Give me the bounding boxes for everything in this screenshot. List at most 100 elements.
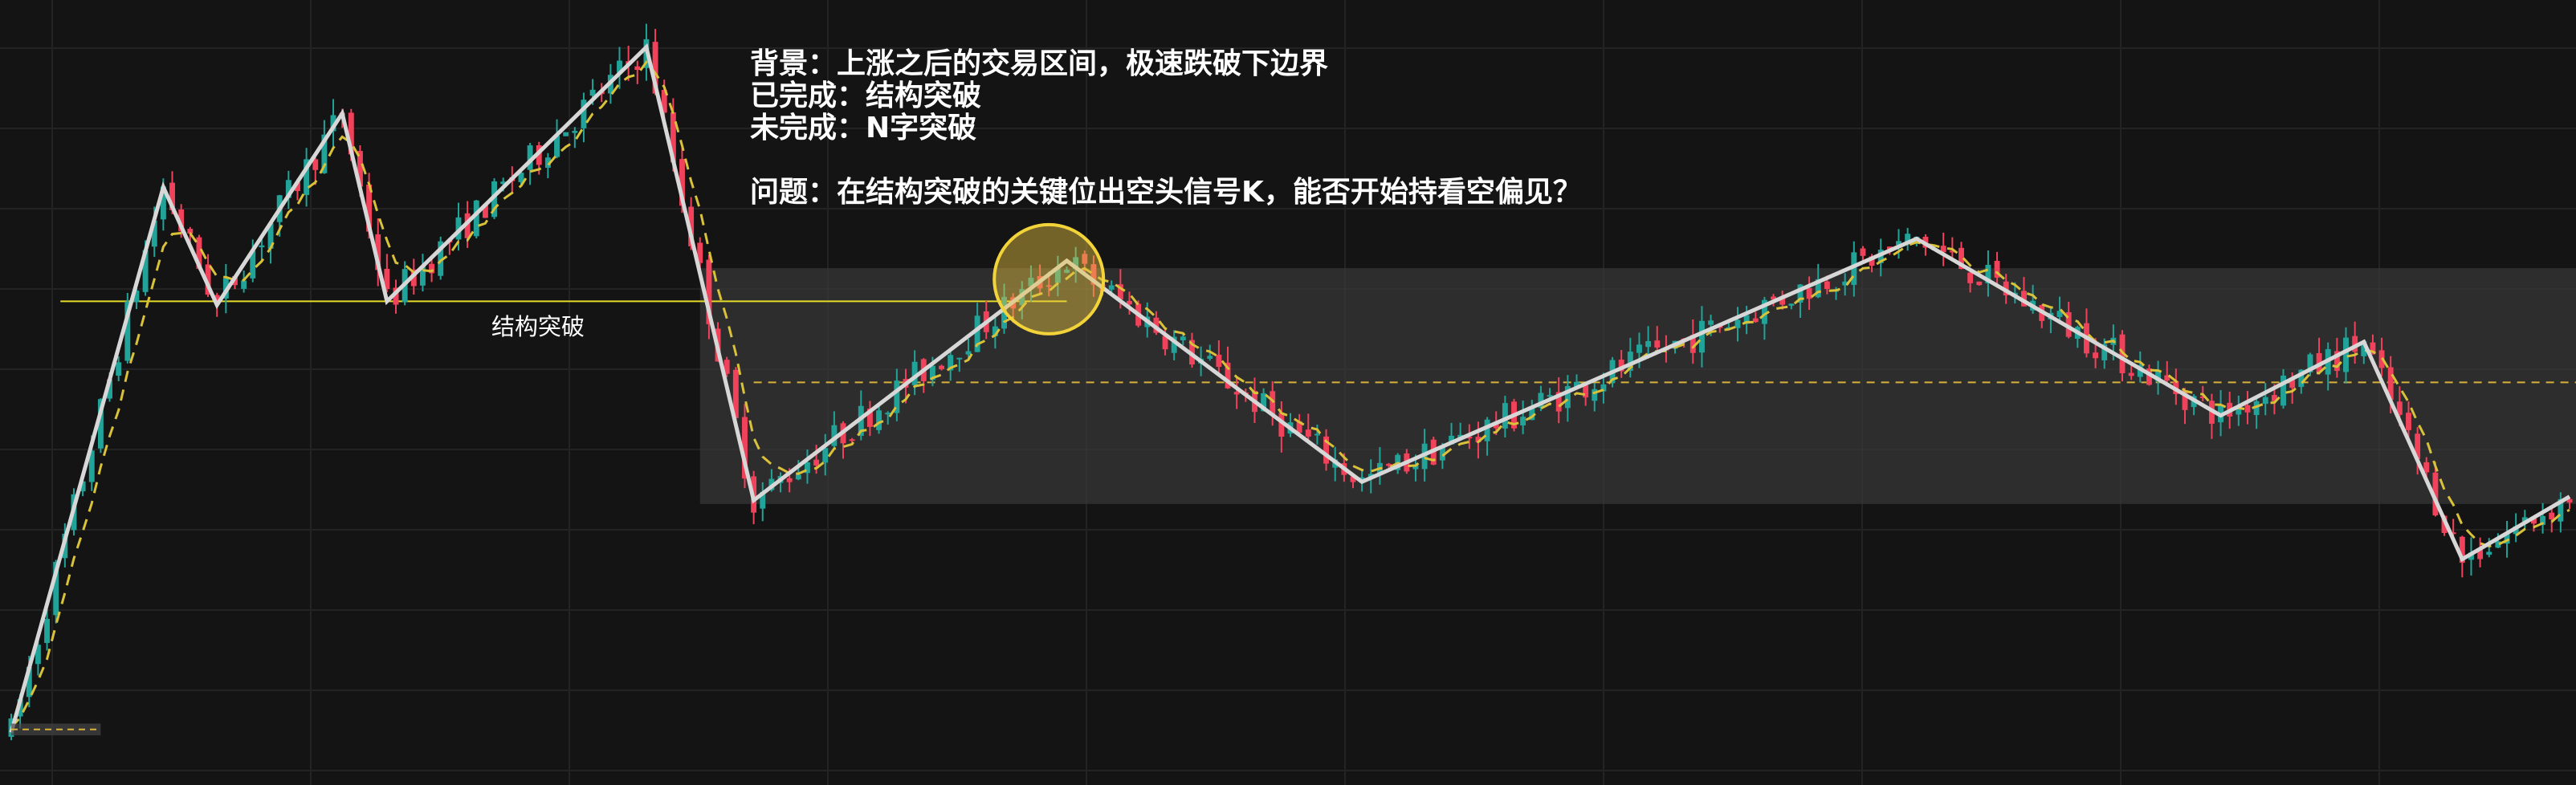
candle-body (866, 409, 873, 427)
candle-body (589, 89, 596, 96)
candle-body (876, 410, 882, 430)
candle (2262, 383, 2268, 416)
candle-body (1824, 281, 1830, 290)
candle (554, 119, 560, 159)
candle-body (1127, 300, 1132, 305)
candle-body (1412, 464, 1419, 470)
candle (1564, 375, 1571, 422)
candle-body (1261, 392, 1267, 412)
candle (419, 254, 426, 292)
candle-body (1278, 413, 1285, 437)
candle-body (250, 250, 256, 279)
candle-body (1171, 336, 1177, 353)
candle (822, 433, 829, 476)
candle-body (1466, 437, 1473, 439)
candle-body (1323, 436, 1330, 464)
candle (285, 170, 291, 209)
candle-body (348, 112, 354, 155)
candle-body (974, 315, 980, 352)
candle-body (1108, 285, 1115, 290)
candle-body (804, 462, 810, 474)
candle-body (652, 42, 658, 94)
candle-body (2333, 351, 2340, 372)
candle-body (2450, 532, 2456, 535)
candle (1547, 388, 1553, 399)
candle (1689, 319, 1696, 364)
candle-body (312, 159, 319, 170)
candle-body (2370, 342, 2376, 355)
candle-body (697, 242, 703, 263)
candle-body (2101, 344, 2108, 360)
candle-body (1994, 261, 2000, 278)
candle (1949, 237, 1955, 258)
candle (804, 449, 810, 484)
candle-body (911, 361, 918, 386)
candle-body (2236, 405, 2242, 415)
candle (375, 218, 381, 287)
candle (384, 254, 390, 293)
candle (572, 127, 578, 148)
candle-body (1842, 281, 1848, 286)
candle-body (1270, 391, 1276, 415)
candle (304, 148, 310, 207)
candle (1806, 276, 1812, 311)
candle (35, 638, 41, 676)
ema-line (10, 59, 2570, 729)
candle-body (88, 450, 95, 482)
candle-body (35, 645, 41, 665)
candle-body (151, 220, 157, 247)
candle-body (786, 478, 793, 482)
candle-body (178, 209, 185, 232)
candle-body (124, 301, 131, 361)
candle (1734, 307, 1741, 342)
candle-body (79, 481, 86, 492)
question-annotation: 背景：上涨之后的交易区间，极速跌破下边界 已完成：结构突破 未完成：N字突破 问… (750, 48, 1582, 209)
candle (1233, 377, 1240, 409)
candle-body (1860, 248, 1866, 256)
candle-body (1045, 285, 1052, 287)
candle-body (1296, 421, 1302, 433)
candle-body (1592, 388, 1598, 401)
candle-body (1627, 352, 1633, 372)
candle (723, 356, 730, 377)
candle-body (267, 223, 274, 249)
candle-body (1117, 284, 1123, 299)
candle-body (2566, 498, 2573, 503)
candle-body (1645, 340, 1652, 348)
candle-body (1761, 299, 1767, 324)
candle-body (2253, 401, 2260, 416)
candle-body (1564, 385, 1571, 409)
candle-body (2406, 413, 2411, 430)
candle-body (760, 491, 766, 509)
candle-body (1985, 264, 1991, 284)
candle-body (1180, 336, 1186, 340)
candle (1171, 330, 1177, 360)
candle (1860, 246, 1866, 262)
candle-body (1233, 392, 1240, 395)
candle-body (1073, 257, 1079, 270)
candle (563, 132, 569, 136)
candle-body (107, 379, 112, 399)
candle-body (1806, 288, 1812, 299)
candle-body (1538, 392, 1544, 408)
candle-body (732, 369, 739, 418)
candle-body (894, 380, 900, 413)
candle (894, 368, 900, 421)
candle-body (2164, 375, 2170, 381)
candle-body (1689, 335, 1696, 353)
candle-body (429, 263, 435, 274)
candle-body (2021, 291, 2027, 307)
candle (2280, 368, 2286, 409)
candle-body (572, 130, 578, 133)
candle (948, 352, 954, 381)
candle (2415, 427, 2421, 475)
candle-body (2307, 354, 2313, 372)
candle (732, 367, 739, 421)
candle-body (1779, 297, 1786, 305)
candle-body (554, 135, 560, 157)
candle-body (1752, 318, 1759, 323)
candle-body (581, 100, 587, 128)
candle (1788, 303, 1795, 310)
candle-body (2459, 536, 2465, 563)
